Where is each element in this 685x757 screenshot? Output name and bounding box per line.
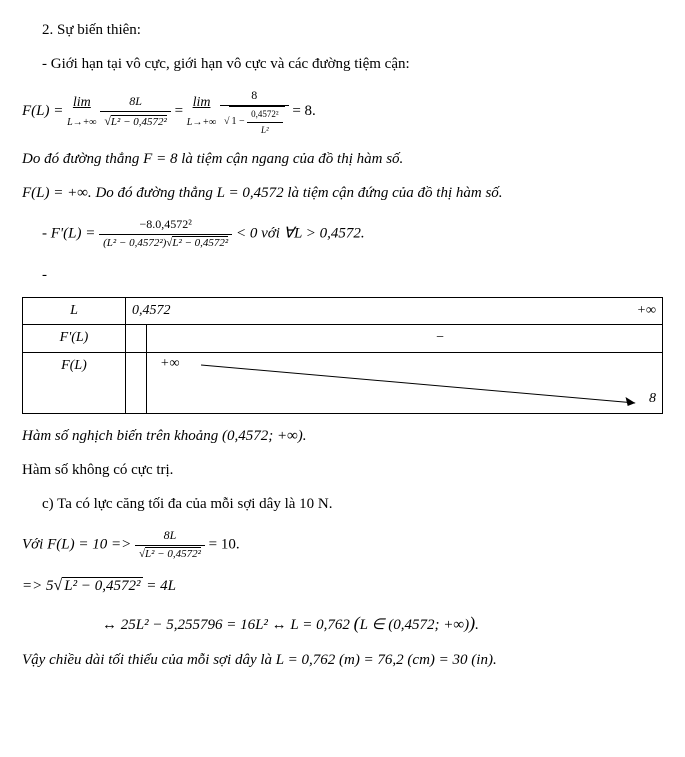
eqc2-a: => 5	[22, 578, 54, 594]
frac2-inner-den: L²	[247, 123, 282, 137]
part-c-label: c) Ta có lực căng tối đa của mỗi sợi dây…	[22, 492, 663, 516]
eqc1-frac: 8L √L² − 0,4572²	[135, 526, 205, 564]
frac2-inner-num: 0,4572²	[247, 107, 282, 122]
section-heading: 2. Sự biến thiên:	[22, 18, 663, 42]
eq1-lhs: F(L) =	[22, 103, 67, 119]
eq-c2: => 5√L² − 0,4572² = 4L	[22, 573, 663, 599]
eqc1-a: Với F(L) = 10 =>	[22, 536, 135, 552]
cell-empty-fprime	[126, 325, 219, 352]
cell-L: L	[23, 297, 126, 324]
eqc1-num: 8L	[135, 526, 205, 546]
frac1-den: √L² − 0,4572²	[100, 112, 170, 132]
no-extremum: Hàm số không có cực trị.	[22, 458, 663, 482]
eqc3-b-inner: L ∈ (0,4572; +∞)	[360, 617, 469, 633]
deriv-den: (L² − 0,4572²)√L² − 0,4572²	[99, 235, 232, 253]
eqc1-den: √L² − 0,4572²	[135, 546, 205, 564]
eq-c1: Với F(L) = 10 => 8L √L² − 0,4572² = 10.	[22, 526, 663, 564]
cell-F: F(L)	[23, 352, 126, 413]
deriv-dash: - F'(L) =	[42, 225, 99, 241]
deriv-frac: −8.0,4572² (L² − 0,4572²)√L² − 0,4572²	[99, 215, 232, 253]
equation-limit: F(L) = lim L→+∞ 8L √L² − 0,4572² = lim L…	[22, 86, 663, 137]
line4a: F(L) = +∞.	[22, 185, 95, 201]
table-row-F: F(L) +∞ 8	[23, 352, 663, 413]
asymptote-horizontal: Do đó đường thẳng F = 8 là tiệm cận ngan…	[22, 147, 663, 171]
eqc2-b: = 4L	[146, 578, 176, 594]
cell-0-4572: 0,4572	[126, 297, 219, 324]
eq1-result: = 8.	[292, 103, 315, 119]
asymptote-vertical: F(L) = +∞. Do đó đường thẳng L = 0,4572 …	[22, 181, 663, 205]
intro-line: - Giới hạn tại vô cực, giới hạn vô cực v…	[22, 52, 663, 76]
frac1-num: 8L	[100, 92, 170, 112]
dash-only: -	[22, 263, 663, 287]
lim-text-2: lim	[187, 92, 216, 114]
arrow-svg	[126, 353, 662, 413]
frac2-num: 8	[220, 86, 289, 106]
eq-c3: ↔ 25L² − 5,255796 = 16L² ↔ L = 0,762 (L …	[22, 609, 663, 638]
eqc3-a: ↔ 25L² − 5,255796 = 16L² ↔ L = 0,762	[102, 617, 354, 633]
deriv-den-b: L² − 0,4572²	[172, 236, 228, 249]
lim-sub-2: L→+∞	[187, 115, 216, 131]
derivative-line: - F'(L) = −8.0,4572² (L² − 0,4572²)√L² −…	[22, 215, 663, 253]
monotone-text: Hàm số nghịch biến trên khoảng (0,4572; …	[22, 424, 663, 448]
frac1-den-sqrt: L² − 0,4572²	[111, 115, 167, 128]
final-line: Vậy chiều dài tối thiểu của mỗi sợi dây …	[22, 648, 663, 672]
frac2: 8 √1 − 0,4572² L²	[220, 86, 289, 137]
eqc1-den-sqrt: L² − 0,4572²	[145, 547, 201, 560]
table-row-Fprime: F'(L) −	[23, 325, 663, 352]
line3-text: Do đó đường thẳng F = 8 là tiệm cận ngan…	[22, 151, 403, 167]
table-row-L: L 0,4572 +∞	[23, 297, 663, 324]
cell-arrow: +∞ 8	[126, 352, 663, 413]
eq-sign-1: =	[175, 103, 187, 119]
lim-text: lim	[67, 92, 96, 114]
deriv-den-a: (L² − 0,4572²)	[103, 237, 166, 249]
cell-plus-inf: +∞	[218, 297, 663, 324]
frac1: 8L √L² − 0,4572²	[100, 92, 170, 132]
line4b: Do đó đường thẳng L = 0,4572 là tiệm cận…	[95, 185, 502, 201]
eqc2-sqrt: L² − 0,4572²	[62, 577, 142, 594]
deriv-cond: < 0 với ∀L > 0,4572.	[236, 225, 365, 241]
frac2-den: √1 − 0,4572² L²	[220, 106, 289, 137]
eqc1-b: = 10.	[209, 536, 240, 552]
cell-Fprime: F'(L)	[23, 325, 126, 352]
lim-sub: L→+∞	[67, 115, 96, 131]
variation-table: L 0,4572 +∞ F'(L) − F(L) +∞ 8	[22, 297, 663, 414]
deriv-num: −8.0,4572²	[99, 215, 232, 235]
cell-minus: −	[218, 325, 663, 352]
